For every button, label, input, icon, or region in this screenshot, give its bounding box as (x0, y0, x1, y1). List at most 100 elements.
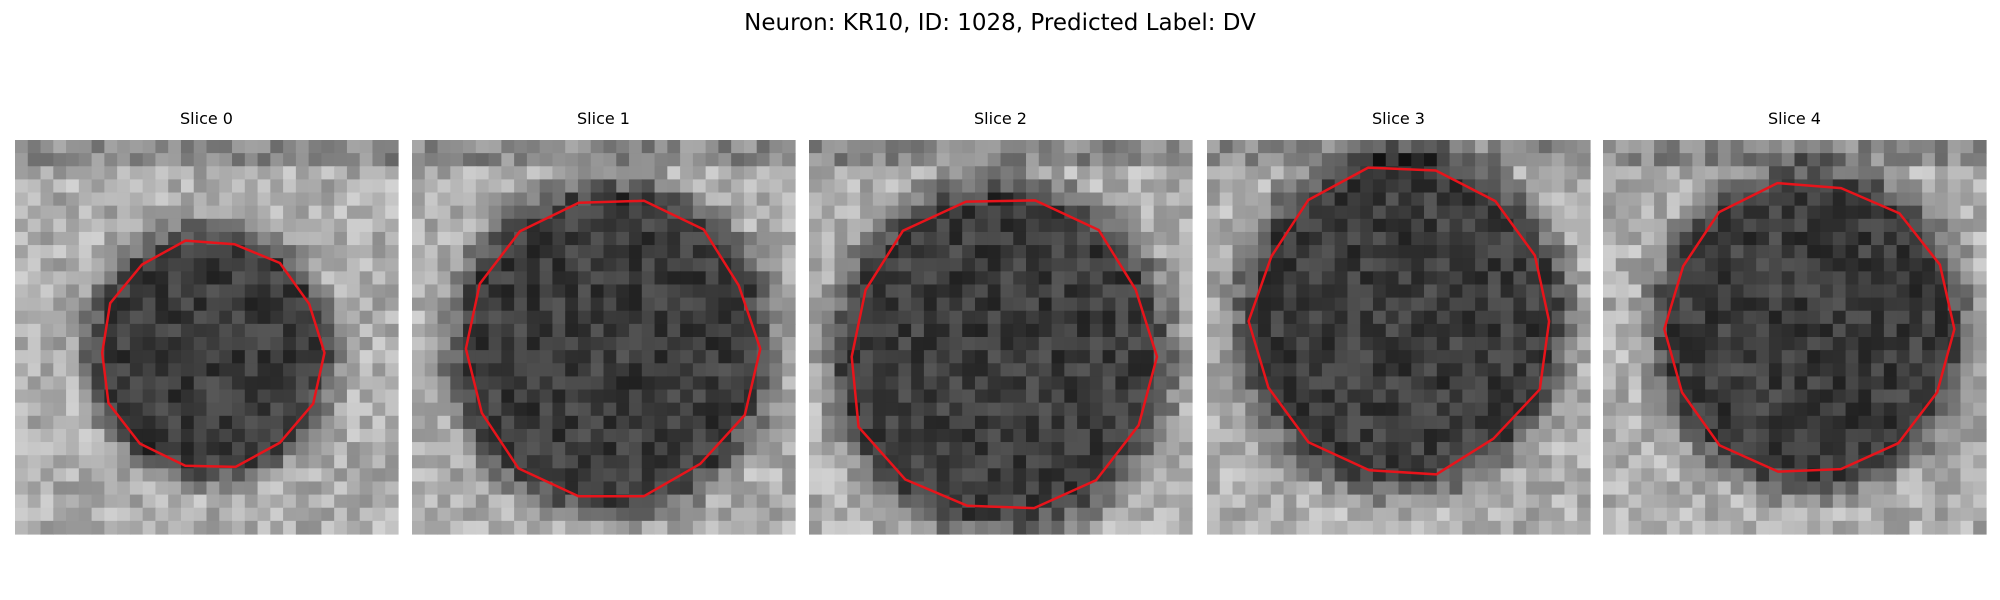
pixel (501, 192, 515, 207)
pixel (680, 297, 694, 312)
pixel (552, 442, 566, 456)
pixel (1398, 205, 1412, 220)
pixel (936, 192, 951, 207)
pixel (834, 284, 848, 299)
pixel (450, 140, 464, 154)
pixel (283, 350, 297, 364)
pixel (565, 310, 579, 325)
pixel (769, 363, 783, 377)
pixel (782, 271, 796, 286)
pixel (1334, 402, 1349, 417)
pixel (1385, 218, 1400, 233)
pixel (450, 166, 464, 180)
pixel (539, 428, 554, 443)
pixel (66, 310, 80, 325)
pixel (1922, 297, 1936, 312)
pixel (1398, 297, 1412, 312)
pixel (1128, 468, 1142, 483)
pixel (1153, 428, 1168, 443)
pixel (1064, 258, 1078, 272)
pixel (295, 442, 310, 456)
pixel (1334, 507, 1349, 522)
pixel (1411, 376, 1425, 391)
pixel (1449, 494, 1463, 509)
pixel (412, 442, 426, 456)
pixel (180, 520, 195, 535)
panel-title: Slice 2 (974, 109, 1027, 128)
pixel (911, 166, 925, 180)
pixel (1628, 402, 1642, 417)
pixel (412, 350, 426, 364)
pixel (577, 258, 592, 272)
pixel (437, 166, 451, 180)
pixel (539, 520, 554, 535)
pixel (117, 297, 131, 312)
pixel (1309, 428, 1323, 443)
pixel (1258, 442, 1272, 456)
pixel (680, 402, 694, 417)
pixel (372, 389, 386, 404)
pixel (1475, 153, 1489, 167)
pixel (847, 297, 861, 312)
pixel (308, 258, 322, 272)
pixel (1115, 192, 1129, 207)
pixel (1026, 415, 1040, 430)
pixel (1768, 297, 1783, 312)
pixel (821, 153, 836, 167)
pixel (1128, 153, 1142, 167)
pixel (1051, 297, 1065, 312)
pixel (1666, 442, 1681, 456)
pixel (1781, 284, 1796, 299)
pixel (475, 337, 490, 351)
pixel (66, 428, 80, 443)
pixel (1832, 350, 1847, 364)
pixel (705, 481, 719, 496)
pixel (359, 284, 374, 299)
pixel (1794, 297, 1808, 312)
pixel (1372, 258, 1387, 272)
pixel (539, 350, 554, 364)
pixel (1321, 481, 1336, 496)
pixel (1000, 363, 1014, 377)
pixel (244, 218, 259, 233)
pixel (552, 455, 566, 469)
pixel (526, 507, 541, 522)
pixel (475, 258, 490, 272)
pixel (53, 337, 67, 351)
pixel (372, 455, 386, 469)
pixel (1411, 442, 1425, 456)
pixel (1115, 153, 1129, 167)
pixel (1487, 494, 1502, 509)
pixel (1334, 258, 1349, 272)
pixel (654, 297, 668, 312)
pixel (1347, 323, 1361, 338)
pixel (565, 140, 579, 154)
pixel (1577, 442, 1591, 456)
pixel (1245, 153, 1259, 167)
pixel (1768, 245, 1783, 259)
pixel (1321, 218, 1336, 233)
pixel (385, 468, 399, 483)
pixel (1603, 179, 1617, 194)
pixel (526, 442, 541, 456)
pixel (1436, 350, 1451, 364)
pixel (1807, 166, 1821, 180)
pixel (1462, 205, 1476, 220)
pixel (488, 192, 502, 207)
pixel (437, 428, 451, 443)
pixel (667, 179, 681, 194)
pixel (1628, 350, 1642, 364)
pixel (308, 337, 322, 351)
pixel (692, 494, 707, 509)
pixel (1128, 218, 1142, 233)
pixel (53, 205, 67, 220)
pixel (295, 153, 310, 167)
pixel (1436, 428, 1451, 443)
pixel (1934, 402, 1949, 417)
pixel (1153, 402, 1168, 417)
pixel (346, 271, 361, 286)
pixel (142, 481, 157, 496)
pixel (1038, 205, 1053, 220)
pixel (1551, 284, 1566, 299)
pixel (987, 245, 1002, 259)
